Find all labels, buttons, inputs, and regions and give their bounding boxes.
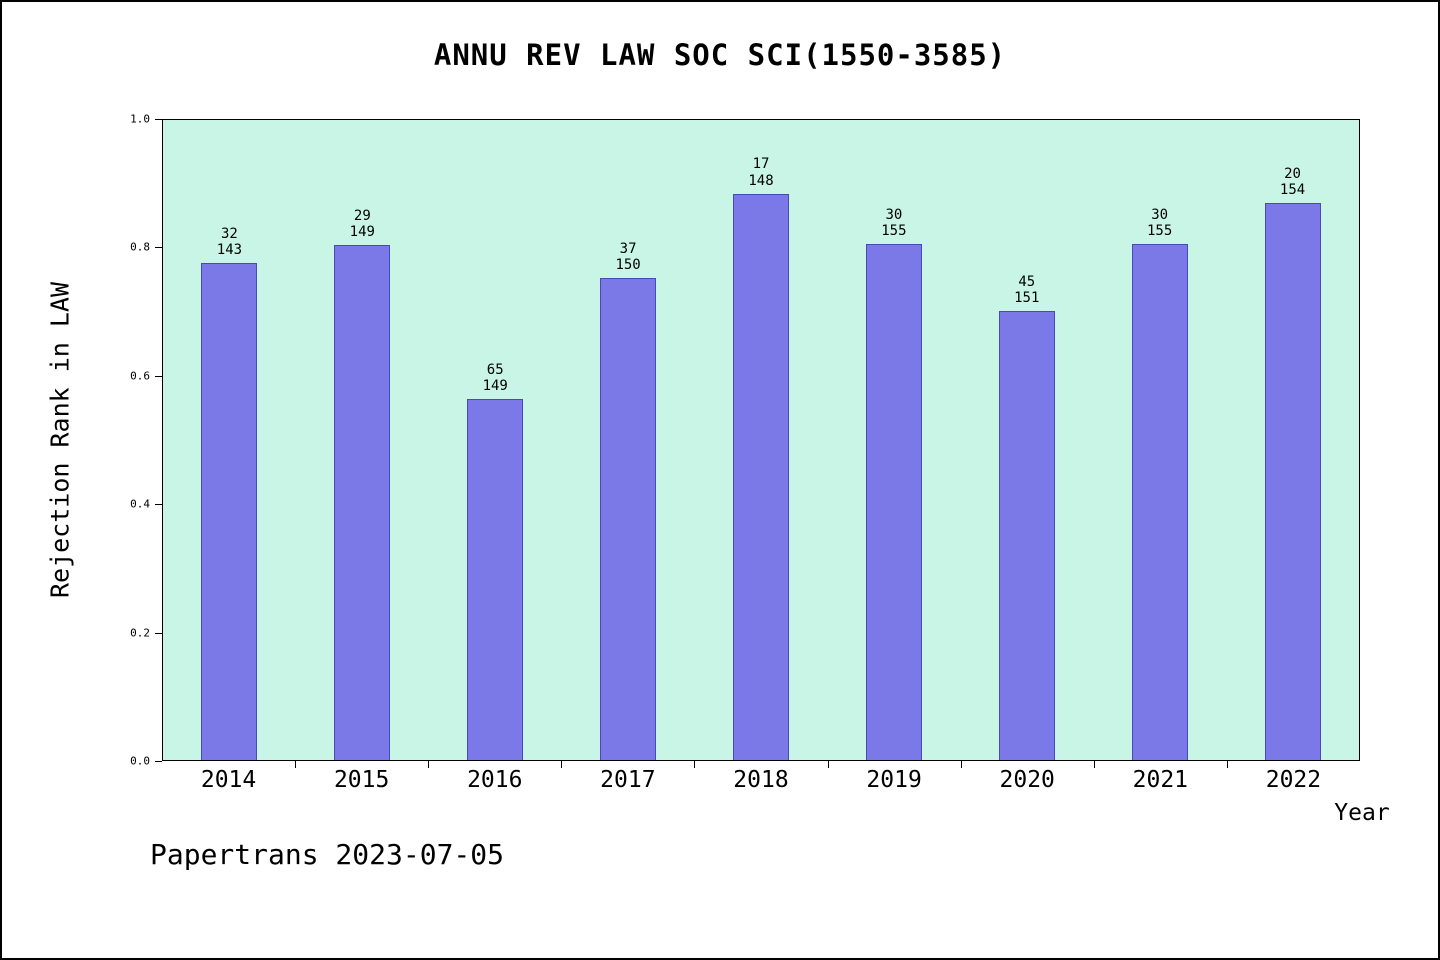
bar-rank-label: 29	[353, 207, 371, 224]
bar-total-label: 155	[881, 223, 907, 240]
chart-title: ANNU REV LAW SOC SCI(1550-3585)	[433, 38, 1007, 72]
bar-total-label: 143	[216, 242, 243, 259]
bar-rank-label: 37	[619, 240, 637, 257]
bar	[467, 399, 524, 760]
bar-rank-label: 32	[221, 226, 238, 243]
bar-rank-label: 30	[885, 206, 903, 223]
bar	[1264, 203, 1321, 760]
y-tick-label: 0.4	[130, 497, 150, 511]
bar-rank-label: 45	[1018, 273, 1036, 290]
bar-total-label: 150	[615, 257, 641, 273]
y-tick-label: 1.0	[130, 112, 150, 126]
x-tick-label: 2015	[333, 767, 390, 793]
bar-total-label: 151	[1014, 289, 1040, 306]
y-tick-mark	[155, 247, 162, 249]
bar-rank-label: 17	[752, 156, 770, 173]
bar-value-label: 30 155	[834, 207, 954, 239]
bar-value-label: 20 154	[1233, 166, 1353, 198]
x-axis-label: Year	[1334, 800, 1390, 826]
x-tick-label: 2018	[733, 767, 789, 793]
bar-rank-label: 65	[486, 361, 504, 378]
bar-value-label: 29 149	[302, 208, 422, 240]
x-tick-mark	[694, 761, 696, 768]
watermark-text: Papertrans 2023-07-05	[150, 838, 505, 871]
x-tick-mark	[960, 761, 962, 768]
x-tick-mark	[1093, 761, 1095, 768]
bar	[865, 244, 922, 760]
bar-rank-label: 20	[1284, 166, 1301, 183]
y-tick-mark	[155, 632, 162, 634]
bar	[600, 278, 657, 760]
bar-total-label: 154	[1279, 182, 1306, 199]
y-tick-label: 0.2	[130, 626, 150, 640]
y-tick-label: 0.8	[130, 240, 150, 254]
bar-rank-label: 30	[1151, 206, 1169, 223]
bar	[998, 310, 1055, 760]
y-tick-label: 0.6	[130, 369, 150, 383]
bar	[1131, 244, 1188, 760]
bar-value-label: 32 143	[169, 226, 289, 258]
bar-value-label: 45 151	[967, 274, 1087, 306]
y-tick-mark	[155, 504, 162, 506]
x-tick-label: 2014	[200, 767, 257, 793]
x-tick-mark	[1226, 761, 1228, 768]
bar-total-label: 148	[748, 172, 774, 189]
x-tick-label: 2022	[1265, 767, 1322, 793]
bar-value-label: 17 148	[701, 156, 821, 188]
bar-value-label: 37 150	[568, 241, 688, 273]
y-axis-label: Rejection Rank in LAW	[45, 281, 75, 599]
bar-total-label: 155	[1147, 223, 1173, 240]
bar	[733, 193, 789, 760]
x-tick-mark	[295, 761, 297, 768]
x-tick-label: 2020	[999, 767, 1055, 793]
bar-value-label: 65 149	[435, 362, 555, 394]
bar-value-label: 30 155	[1100, 207, 1220, 239]
x-tick-label: 2017	[600, 767, 656, 793]
x-tick-mark	[561, 761, 563, 768]
y-tick-label: 0.0	[130, 754, 150, 768]
y-tick-mark	[155, 375, 162, 377]
bar-total-label: 149	[349, 223, 375, 240]
x-tick-label: 2019	[866, 767, 922, 793]
y-tick-mark	[155, 761, 162, 762]
x-tick-label: 2021	[1132, 767, 1189, 793]
y-tick-mark	[155, 119, 162, 120]
bar	[201, 263, 258, 760]
x-tick-mark	[827, 761, 829, 768]
bar-total-label: 149	[482, 377, 508, 394]
x-tick-label: 2016	[467, 767, 523, 793]
plot-area: 32 143 29 149 65 149 37 150 17 148 30 155 45 151 30 155…	[162, 119, 1360, 761]
x-tick-mark	[428, 761, 430, 768]
bars-container: 32 143 29 149 65 149 37 150 17 148 30 155 45 151 30 155…	[163, 120, 1359, 760]
bar	[334, 244, 391, 760]
